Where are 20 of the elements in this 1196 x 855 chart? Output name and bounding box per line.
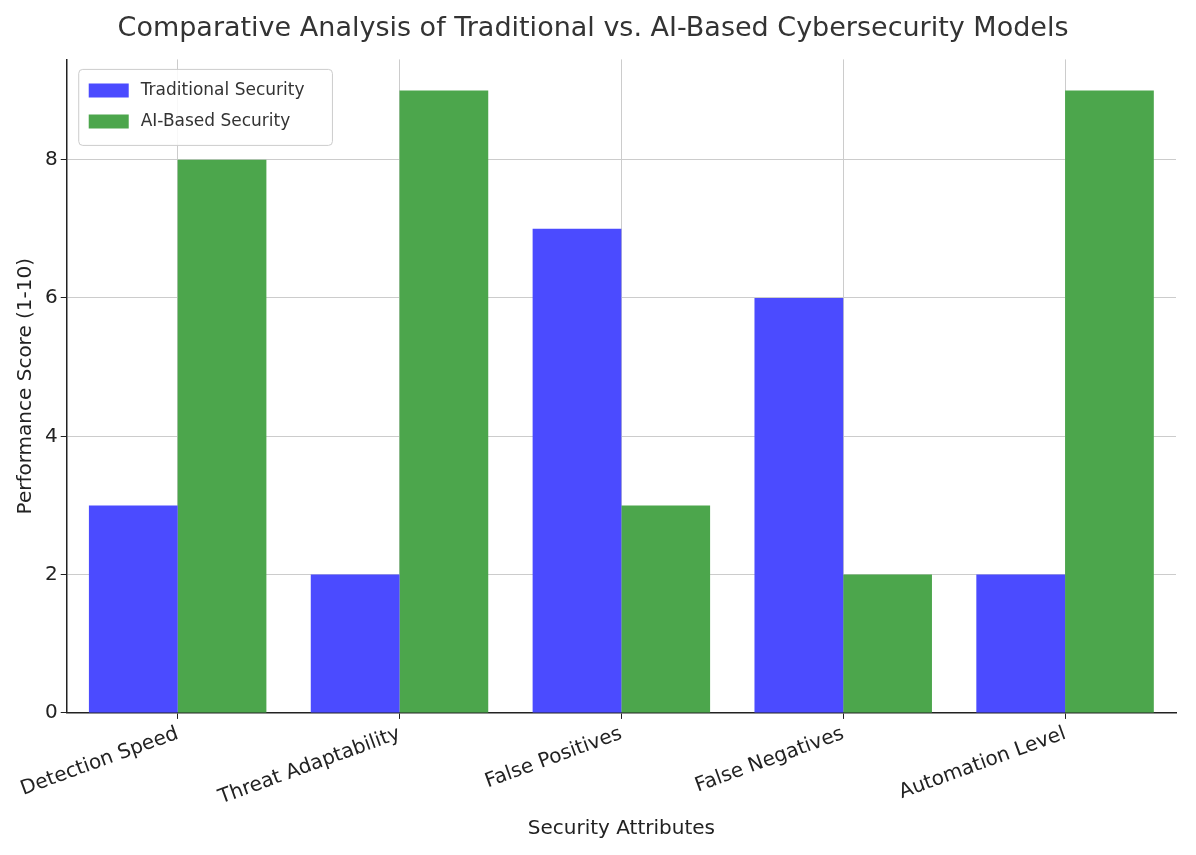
y-axis-title: Performance Score (1-10) [12,257,37,515]
y-tick-label: 8 [44,145,58,170]
bar [621,505,711,713]
x-axis-title: Security Attributes [527,815,715,840]
y-tick-label: 0 [44,699,58,724]
bar [754,297,844,713]
bar [976,574,1066,713]
legend-label: Traditional Security [139,78,305,99]
bar [843,574,932,713]
bar [310,574,400,713]
y-tick-label: 2 [44,560,58,585]
y-tick-label: 4 [44,422,58,447]
bar [532,228,622,713]
y-tick-label: 6 [44,284,58,309]
chart-title: Comparative Analysis of Traditional vs. AI-Based Cybersecurity Models [117,11,1069,43]
bar [177,159,267,713]
bar [1065,90,1154,713]
bar [88,505,178,713]
bar [399,90,489,713]
legend-label: AI-Based Security [140,109,291,130]
